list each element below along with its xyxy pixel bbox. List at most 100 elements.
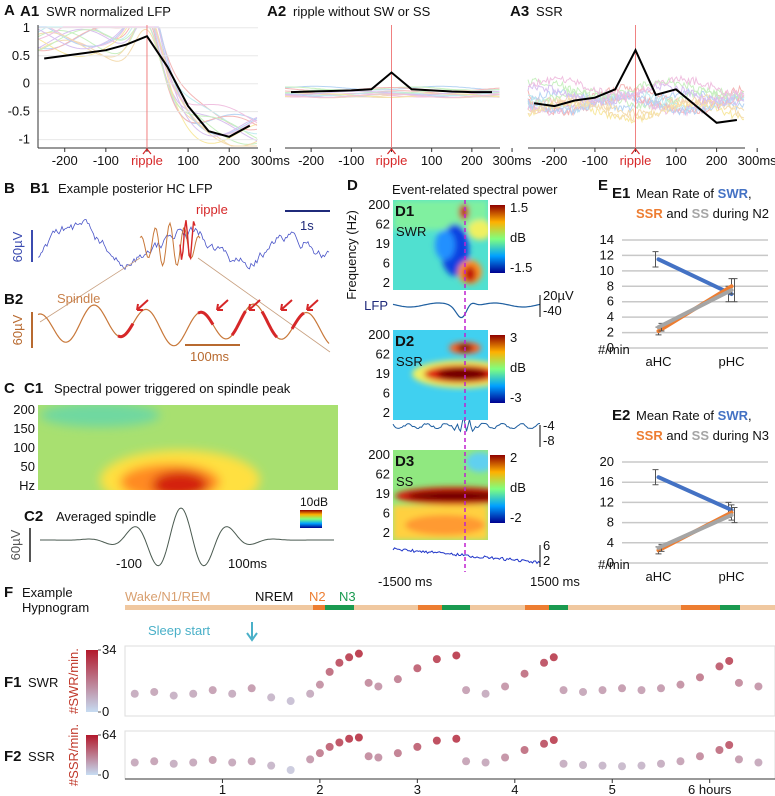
x-tick-label: pHC: [718, 569, 744, 584]
colorbar: [86, 735, 98, 775]
y-axis-label: #/min: [598, 557, 630, 572]
rate-point: [656, 684, 665, 693]
y-tick-label: 0: [607, 340, 614, 355]
series-line: [656, 513, 734, 550]
spindle-trace: [37, 303, 330, 347]
y-tick-label: 12: [600, 494, 614, 509]
rate-point: [315, 749, 324, 758]
rate-point: [715, 662, 724, 671]
scale-label: 100ms: [190, 349, 230, 364]
heatmap-blob: [459, 204, 469, 220]
y-tick-label: 10: [600, 263, 614, 278]
colorbar-label: dB: [510, 360, 526, 375]
rate-point: [325, 742, 334, 751]
x-tick-label: 4: [511, 782, 518, 796]
rate-point: [462, 686, 471, 695]
title-part: SSR: [636, 206, 663, 221]
subpanel-label: B2: [4, 291, 23, 308]
y-tick-label: 2: [607, 325, 614, 340]
event-caret: [142, 148, 152, 155]
rate-point: [549, 736, 558, 744]
spindle-peak: [230, 310, 247, 337]
arrow: [216, 299, 229, 311]
undefined: [37, 26, 258, 139]
freq-tick: 62: [376, 217, 390, 232]
rate-point: [315, 680, 324, 689]
rate-point: [520, 669, 529, 678]
x-tick-label: 100: [665, 153, 687, 168]
rate-point: [345, 653, 354, 662]
chart-title: Mean Rate of SWR,: [636, 408, 752, 423]
rate-point: [618, 762, 627, 771]
x-tick-label: -200: [52, 153, 78, 168]
rate-point: [637, 686, 646, 695]
x-tick-label: 300ms: [493, 153, 533, 168]
x-tick-label: 2: [316, 782, 323, 796]
y-tick-label: 1: [23, 20, 30, 35]
y-tick-label: 0: [607, 555, 614, 570]
title-part: Mean Rate of: [636, 186, 718, 201]
rate-point: [228, 689, 237, 698]
subpanel-title: Example posterior HC LFP: [58, 181, 213, 196]
y-tick-label: 14: [600, 232, 614, 247]
colorbar-label: 10dB: [300, 495, 328, 509]
title-part: during N2: [709, 206, 769, 221]
rate-point: [540, 739, 549, 748]
freq-tick: 2: [383, 275, 390, 290]
x-tick-label: aHC: [645, 354, 671, 369]
x-tick-label: -100: [93, 153, 119, 168]
panel-label: F: [4, 584, 13, 601]
subpanel-title: Spectral power triggered on spindle peak: [54, 381, 291, 396]
y-axis-label: #/min: [598, 342, 630, 357]
hypnogram-segment: [720, 605, 740, 610]
hypnogram-segment: [313, 605, 325, 610]
trace-tick: 20µV: [543, 288, 574, 303]
rate-point: [393, 675, 402, 684]
rate-point: [335, 738, 344, 747]
y-tick-label: 16: [600, 474, 614, 489]
subpanel-name: SS: [396, 474, 414, 489]
rate-point: [364, 752, 373, 761]
x-tick-label: ripple: [620, 153, 652, 168]
scale-label: 1s: [300, 218, 314, 233]
panel-label: B: [4, 180, 15, 197]
rate-point: [549, 653, 558, 662]
rate-point: [725, 741, 734, 749]
axis-label: Frequency (Hz): [344, 210, 359, 300]
colorbar: [86, 650, 98, 712]
arrow: [248, 299, 261, 311]
rate-point: [676, 757, 685, 766]
rate-point: [286, 697, 295, 706]
rate-point: [559, 686, 568, 695]
rate-point: [345, 734, 354, 743]
rate-point: [354, 733, 363, 742]
rate-point: [501, 682, 510, 691]
time-tick: -1500 ms: [378, 574, 433, 589]
time-tick: 1500 ms: [530, 574, 580, 589]
x-tick-label: 200: [706, 153, 728, 168]
rate-point: [481, 689, 490, 698]
rate-point: [325, 667, 334, 676]
rate-point: [501, 753, 510, 762]
colorbar-tick: 0: [102, 704, 109, 719]
undefined: [37, 26, 258, 147]
subpanel-label: E2: [612, 407, 630, 424]
y-axis-label: #SSR/min.: [66, 724, 81, 786]
undefined: [37, 26, 258, 145]
colorbar-tick: 64: [102, 727, 116, 742]
subpanel-label: D2: [395, 333, 414, 350]
undefined: [284, 91, 500, 96]
rate-point: [228, 758, 237, 767]
rate-point: [579, 761, 588, 769]
undefined: [37, 26, 258, 125]
scale-label: 60µV: [10, 231, 25, 262]
title-part: SWR: [718, 186, 749, 201]
undefined: [527, 76, 745, 103]
rate-point: [559, 759, 568, 768]
stage-label: N3: [339, 589, 356, 604]
x-tick-label: 300ms: [738, 153, 775, 168]
subpanel-label: C2: [24, 508, 43, 525]
undefined: [284, 93, 500, 98]
freq-tick: 200: [13, 402, 35, 417]
panel-label: A: [4, 2, 15, 19]
